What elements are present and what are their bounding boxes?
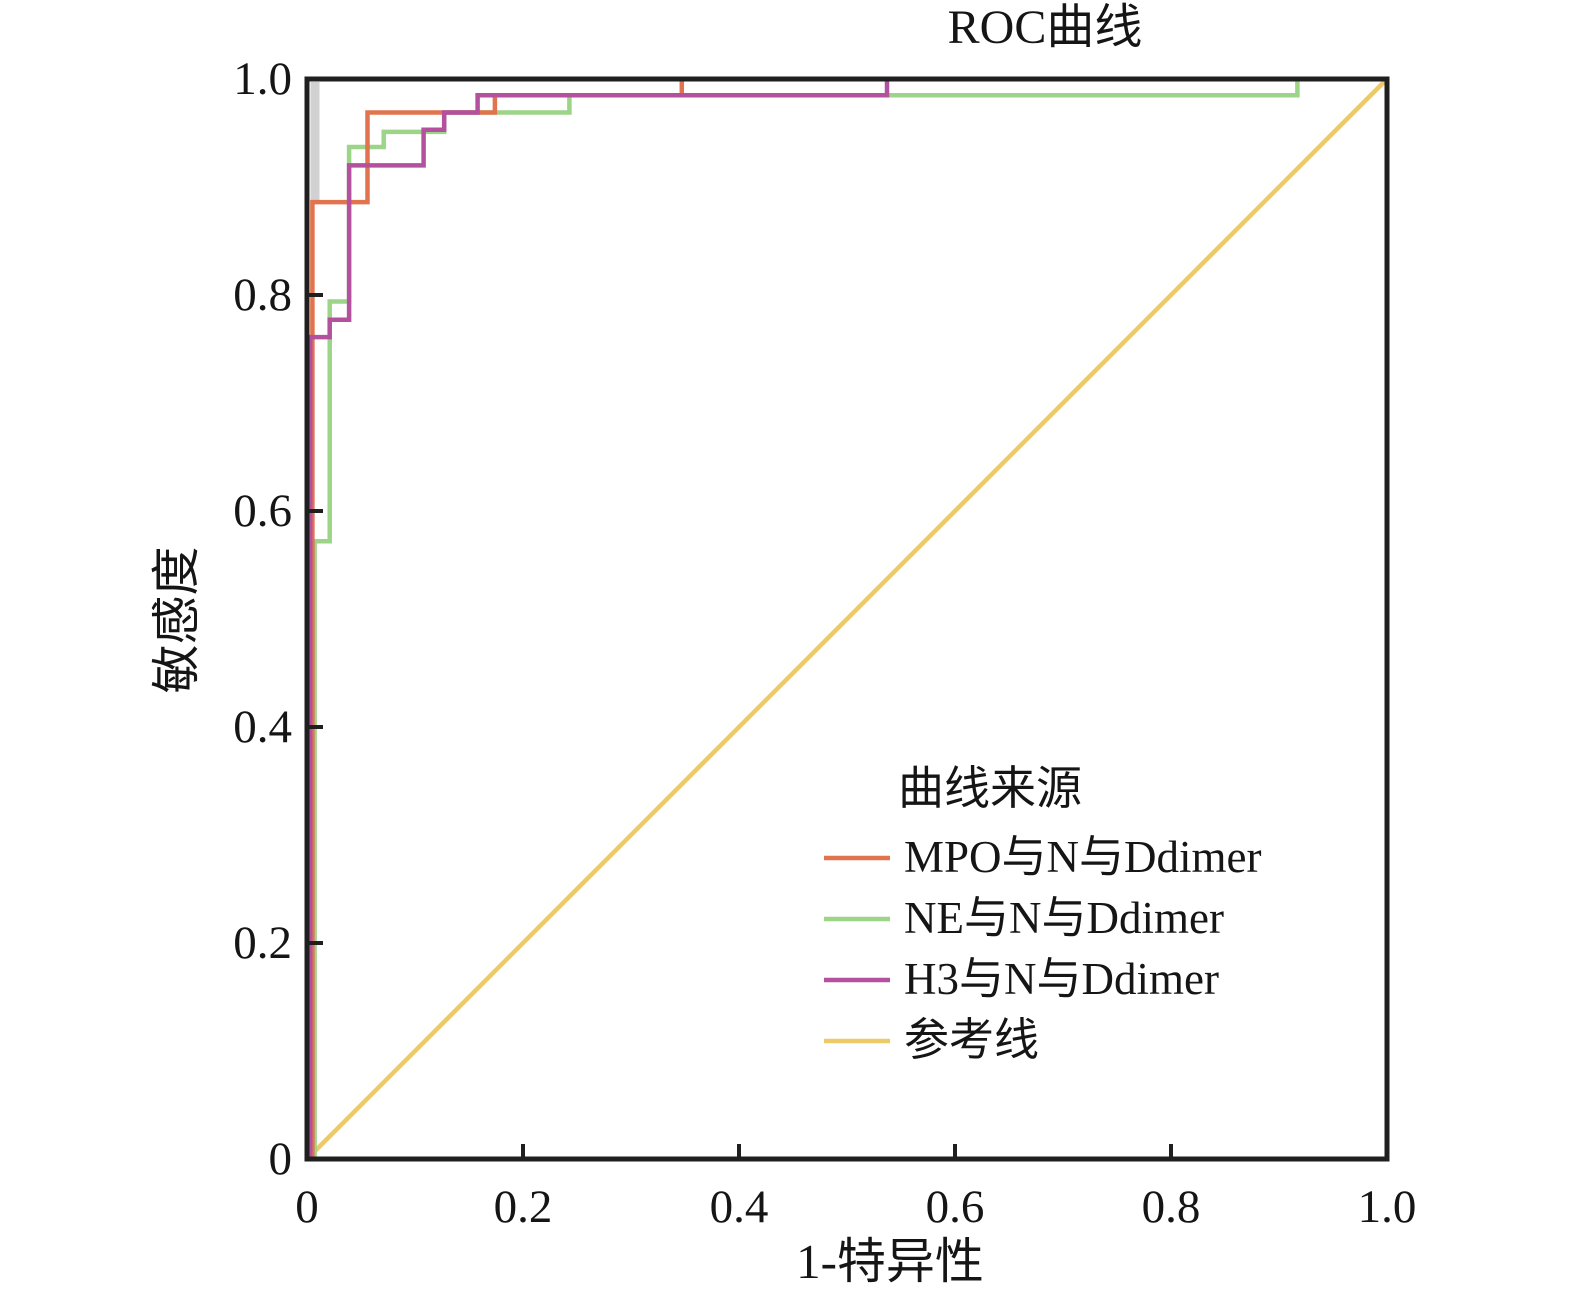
legend-swatch bbox=[824, 1038, 890, 1043]
legend-item-label: NE与N与Ddimer bbox=[904, 893, 1224, 943]
legend-item-reference: 参考线 bbox=[822, 1010, 1039, 1071]
legend-item-label: MPO与N与Ddimer bbox=[904, 832, 1262, 882]
roc-curve-4 bbox=[305, 77, 1389, 1161]
x-tick-label: 0.8 bbox=[1141, 1181, 1201, 1233]
roc-curve-3 bbox=[307, 76, 1387, 1159]
legend-item-label: 参考线 bbox=[904, 1015, 1040, 1065]
plot-frame bbox=[304, 76, 1390, 1162]
roc-curve-1 bbox=[310, 76, 1387, 1159]
x-tick-label: 0.2 bbox=[493, 1181, 553, 1233]
axis-band bbox=[310, 82, 320, 200]
y-tick-label: 0.6 bbox=[233, 485, 292, 537]
legend-item-mpo: MPO与N与Ddimer bbox=[822, 827, 1262, 888]
x-tick-label: 0.6 bbox=[925, 1181, 985, 1233]
x-tick-label: 0.4 bbox=[709, 1181, 769, 1233]
axis-ticks bbox=[309, 293, 1173, 1158]
y-tick-label: 0.4 bbox=[233, 701, 292, 753]
legend-item-label: H3与N与Ddimer bbox=[904, 954, 1219, 1004]
legend-item-h3: H3与N与Ddimer bbox=[822, 949, 1219, 1010]
legend-swatch bbox=[824, 855, 890, 860]
x-tick-label: 1.0 bbox=[1357, 1181, 1417, 1233]
roc-curve-2 bbox=[312, 76, 1387, 1159]
legend-title: 曲线来源 bbox=[898, 763, 1082, 814]
legend-swatch bbox=[824, 916, 890, 921]
y-tick-label: 0 bbox=[268, 1133, 293, 1185]
y-tick-label: 0.8 bbox=[233, 269, 292, 321]
y-tick-label: 0.2 bbox=[233, 917, 292, 969]
legend-item-ne: NE与N与Ddimer bbox=[822, 888, 1224, 949]
x-tick-label: 0 bbox=[295, 1181, 319, 1233]
legend-swatch bbox=[824, 977, 890, 982]
roc-curves bbox=[305, 76, 1389, 1161]
chart-title: ROC曲线 bbox=[947, 1, 1143, 54]
y-tick-label: 1.0 bbox=[233, 53, 292, 105]
x-axis-title: 1-特异性 bbox=[796, 1234, 984, 1289]
y-axis-title: 敏感度 bbox=[149, 546, 204, 694]
